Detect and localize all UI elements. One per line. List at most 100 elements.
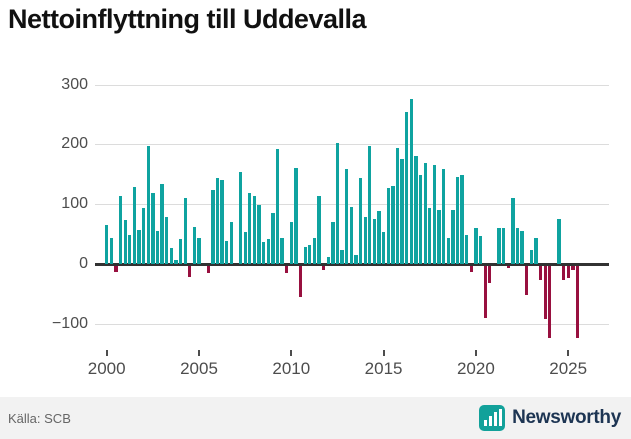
bar-positive bbox=[460, 174, 464, 264]
bar-positive bbox=[326, 256, 330, 264]
x-tick-mark bbox=[567, 350, 570, 356]
bar-positive bbox=[432, 164, 437, 264]
x-tick-mark bbox=[382, 350, 385, 356]
brand-link[interactable]: Newsworthy bbox=[479, 405, 631, 431]
bar-positive bbox=[105, 225, 109, 264]
bar-positive bbox=[151, 192, 155, 264]
zero-axis-line bbox=[95, 262, 609, 266]
bar-positive bbox=[418, 174, 423, 264]
bar-positive bbox=[220, 180, 224, 264]
bar-positive bbox=[252, 195, 257, 264]
x-tick-label: 2015 bbox=[364, 359, 403, 378]
bar-positive bbox=[275, 149, 280, 264]
bar-positive bbox=[377, 211, 381, 264]
y-tick-label: −100 bbox=[51, 314, 88, 332]
bar-positive bbox=[289, 221, 293, 264]
bar-positive bbox=[146, 145, 150, 264]
bar-negative bbox=[571, 265, 575, 271]
bar-negative bbox=[483, 265, 487, 319]
bar-positive bbox=[248, 192, 252, 264]
bar-positive bbox=[437, 210, 441, 264]
y-tick-label: 0 bbox=[79, 255, 88, 272]
bar-positive bbox=[317, 196, 321, 264]
bar-positive bbox=[178, 238, 183, 264]
bar-negative bbox=[543, 265, 547, 320]
bar-negative bbox=[488, 265, 492, 283]
bar-positive bbox=[109, 237, 113, 264]
source-label: Källa: SCB bbox=[8, 410, 71, 426]
bar-negative bbox=[469, 265, 473, 273]
x-tick-label: 2005 bbox=[180, 359, 218, 378]
bar-positive bbox=[529, 250, 533, 264]
bar-positive bbox=[137, 229, 141, 264]
bar-positive bbox=[372, 219, 377, 264]
bar-negative bbox=[206, 265, 210, 274]
bar-positive bbox=[345, 168, 349, 264]
y-tick-label: 300 bbox=[61, 75, 88, 93]
bar-positive bbox=[280, 238, 284, 264]
bar-positive bbox=[266, 238, 270, 264]
bar-positive bbox=[340, 250, 344, 264]
bar-negative bbox=[525, 265, 529, 296]
bar-positive bbox=[478, 235, 483, 264]
footer: Källa: SCB Newsworthy bbox=[0, 397, 631, 439]
bar-positive bbox=[123, 219, 127, 264]
x-tick-label: 2010 bbox=[272, 359, 311, 378]
bar-positive bbox=[382, 232, 386, 264]
bar-positive bbox=[211, 189, 215, 264]
bar-positive bbox=[128, 234, 132, 264]
bar-negative bbox=[561, 265, 566, 281]
bar-negative bbox=[114, 265, 118, 273]
gridline-y--100 bbox=[95, 323, 609, 325]
x-tick-label: 2020 bbox=[456, 359, 495, 378]
bar-positive bbox=[534, 238, 538, 264]
bar-positive bbox=[349, 207, 353, 264]
bar-positive bbox=[391, 186, 395, 264]
x-tick-label: 2000 bbox=[87, 359, 126, 378]
bar-positive bbox=[335, 143, 340, 264]
x-tick-mark bbox=[105, 350, 108, 356]
bar-positive bbox=[257, 204, 261, 264]
bar-positive bbox=[358, 177, 363, 264]
bar-positive bbox=[395, 147, 400, 264]
y-tick-label: 200 bbox=[61, 135, 88, 153]
bar-negative bbox=[538, 265, 543, 281]
gridline-y-300 bbox=[95, 84, 609, 86]
bar-negative bbox=[548, 265, 552, 339]
bar-positive bbox=[312, 237, 317, 264]
bar-positive bbox=[155, 231, 160, 264]
gridline-y-100 bbox=[95, 204, 609, 206]
bar-positive bbox=[215, 178, 220, 264]
bar-negative bbox=[188, 265, 192, 277]
bar-positive bbox=[183, 197, 187, 264]
bar-positive bbox=[368, 145, 372, 264]
bar-negative bbox=[298, 265, 303, 297]
bar-positive bbox=[474, 227, 478, 264]
bar-positive bbox=[132, 186, 137, 264]
bar-positive bbox=[414, 156, 418, 264]
bar-positive bbox=[386, 188, 390, 264]
bar-positive bbox=[118, 196, 123, 264]
bar-positive bbox=[229, 221, 233, 264]
bar-positive bbox=[520, 231, 524, 264]
plot-area: 300 200 100 0 −100 2000 2005 2010 2015 2020 2025 bbox=[51, 75, 609, 378]
bar-negative bbox=[506, 265, 510, 269]
bar-positive bbox=[303, 246, 307, 264]
bar-positive bbox=[501, 228, 506, 264]
bar-positive bbox=[455, 177, 460, 264]
bar-positive bbox=[294, 168, 298, 264]
brand-name: Newsworthy bbox=[512, 407, 621, 428]
bar-positive bbox=[423, 162, 427, 264]
x-tick-label: 2025 bbox=[549, 359, 588, 378]
bar-positive bbox=[441, 169, 446, 264]
x-tick-mark bbox=[290, 350, 293, 356]
bar-negative bbox=[575, 265, 580, 339]
bar-positive bbox=[446, 238, 450, 264]
bar-positive bbox=[238, 172, 243, 264]
bar-positive bbox=[262, 241, 266, 264]
bar-positive bbox=[409, 98, 413, 264]
bar-positive bbox=[271, 213, 275, 264]
bar-positive bbox=[160, 184, 164, 264]
bar-negative bbox=[322, 265, 326, 271]
y-tick-label: 100 bbox=[61, 195, 88, 213]
